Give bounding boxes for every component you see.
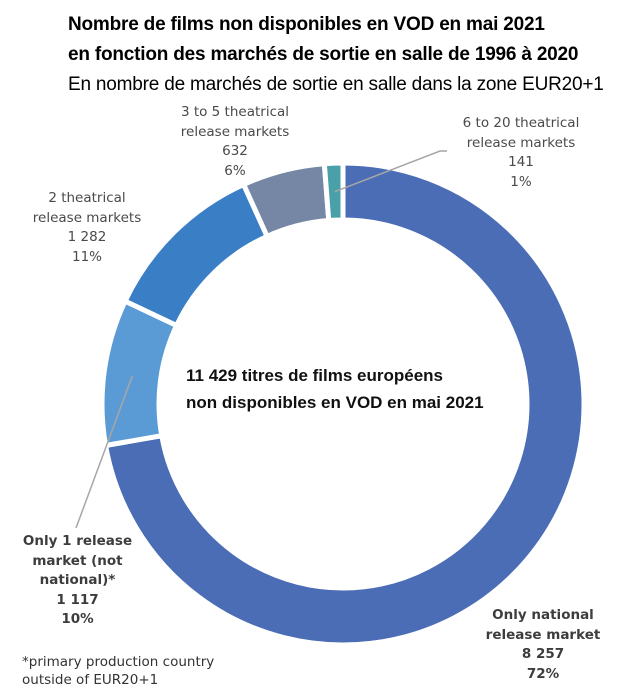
slice-value-two-markets: 1 282 [67, 229, 107, 245]
slice-percent-national: 72% [526, 665, 560, 682]
slice-percent-six-to-twenty: 1% [510, 173, 532, 190]
slice-value-national: 8 257 [521, 646, 565, 662]
slice-label-national-line-2: release market [485, 626, 601, 643]
slice-percent-one-market: 10% [61, 611, 94, 627]
slice-percent-three-to-five: 6% [224, 162, 246, 179]
chart-title-line-1: Nombre de films non disponibles en VOD e… [68, 14, 545, 35]
slice-label-national-line-1: Only national [492, 607, 594, 623]
leader-lines [75, 150, 447, 529]
donut-slices [99, 160, 587, 648]
leader-line-one-market [75, 375, 134, 529]
slice-label-one-market-line-2: market (not [32, 552, 123, 569]
slice-percent-two-markets: 11% [71, 248, 102, 265]
slice-national [102, 160, 587, 648]
slice-value-six-to-twenty: 141 [508, 154, 534, 170]
slice-label-two-markets: 2 theatrical release markets 1 282 11% [22, 189, 152, 267]
slice-label-six-to-twenty: 6 to 20 theatrical release markets 141 1… [446, 114, 596, 192]
slice-label-three-to-five-line-2: release markets [180, 123, 290, 140]
footnote-line-1: *primary production country [22, 654, 215, 670]
slice-label-one-market-line-3: national)* [39, 572, 116, 588]
slice-label-two-markets-line-2: release markets [32, 209, 142, 226]
chart-title-line-2: en fonction des marchés de sortie en sal… [68, 44, 579, 65]
slice-label-national: Only national release market 8 257 72% [478, 606, 608, 684]
slice-label-one-market-line-1: Only 1 release [22, 533, 133, 549]
slice-label-two-markets-line-1: 2 theatrical [48, 190, 126, 206]
slice-label-three-to-five-line-1: 3 to 5 theatrical [180, 104, 290, 120]
slice-value-three-to-five: 632 [222, 143, 248, 159]
slice-six-to-twenty [321, 160, 346, 224]
center-label-line-2: non disponibles en VOD en mai 2021 [186, 393, 484, 412]
slice-label-six-to-twenty-line-1: 6 to 20 theatrical [462, 115, 580, 131]
slice-label-one-market: Only 1 release market (not national)* 1 … [15, 532, 140, 630]
chart-subtitle: En nombre de marchés de sortie en salle … [68, 74, 604, 95]
slice-label-six-to-twenty-line-2: release markets [466, 134, 576, 151]
footnote-line-2: outside of EUR20+1 [22, 672, 159, 688]
slice-label-three-to-five: 3 to 5 theatrical release markets 632 6% [160, 103, 310, 181]
slice-value-one-market: 1 117 [56, 591, 99, 608]
center-label-line-1: 11 429 titres de films européens [186, 366, 444, 385]
footnote: *primary production country outside of E… [22, 653, 214, 689]
chart-header: Nombre de films non disponibles en VOD e… [68, 10, 628, 100]
leader-line-six-to-twenty [334, 150, 447, 193]
donut-center-label: 11 429 titres de films européens non dis… [186, 362, 506, 416]
